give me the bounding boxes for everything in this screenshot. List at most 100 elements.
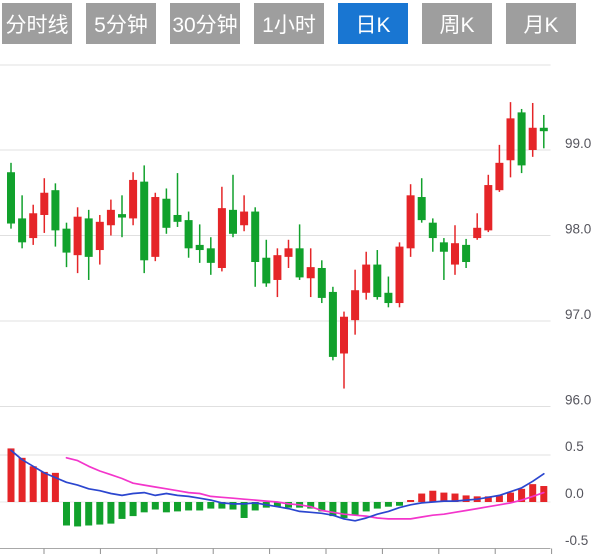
macd-axis-label: 0.0	[565, 486, 584, 501]
tab-30min[interactable]: 30分钟	[170, 3, 240, 44]
candle-body	[295, 248, 304, 278]
macd-histogram-bar	[207, 502, 215, 509]
macd-histogram-bar	[429, 490, 437, 502]
candle-body	[140, 181, 149, 261]
candle-body	[340, 316, 348, 354]
macd-histogram-bar	[540, 486, 548, 502]
tab-timeline[interactable]: 分时线	[2, 3, 72, 44]
macd-histogram-bar	[273, 502, 281, 507]
candle-body	[406, 195, 415, 249]
candle-body	[473, 227, 482, 239]
candle-body	[306, 267, 315, 279]
macd-histogram-bar	[484, 496, 492, 502]
candle-body	[151, 197, 160, 257]
macd-histogram-bar	[451, 493, 459, 502]
candle-body	[351, 290, 360, 321]
candle-body	[362, 264, 371, 293]
macd-histogram-bar	[51, 472, 59, 502]
macd-axis-label: 0.5	[565, 439, 584, 454]
tab-5min[interactable]: 5分钟	[86, 3, 156, 44]
tab-monthly[interactable]: 月K	[506, 3, 576, 44]
macd-histogram-bar	[529, 484, 537, 502]
candle-body	[173, 214, 182, 222]
macd-histogram-bar	[107, 502, 115, 524]
candle-body	[273, 255, 282, 280]
candle-body	[539, 127, 548, 132]
candle-body	[40, 192, 49, 215]
price-axis-label: 98.0	[565, 222, 591, 237]
candle-body	[118, 214, 126, 218]
macd-histogram-bar	[240, 502, 248, 518]
candle-body	[217, 208, 226, 268]
candle-body	[18, 218, 27, 243]
candle-body	[451, 243, 459, 265]
macd-histogram-bar	[40, 471, 48, 502]
macd-histogram-bar	[185, 502, 193, 511]
candle-body	[262, 257, 271, 284]
candle-body	[51, 190, 60, 231]
candle-body	[506, 118, 515, 161]
candle-body	[73, 216, 82, 256]
dea-line	[65, 456, 545, 520]
price-axis-label: 99.0	[565, 136, 591, 151]
candle-body	[417, 197, 426, 221]
macd-histogram-bar	[362, 502, 370, 512]
candle-body	[517, 112, 526, 166]
candle-body	[495, 162, 504, 191]
candle-body	[106, 209, 115, 226]
candle-body	[229, 209, 237, 234]
macd-histogram-bar	[495, 495, 503, 502]
macd-histogram-bar	[407, 500, 415, 502]
period-tabbar: 分时线 5分钟 30分钟 1小时 日K 周K 月K	[2, 3, 576, 44]
tab-1hour[interactable]: 1小时	[254, 3, 324, 44]
candle-body	[395, 246, 404, 304]
macd-histogram-bar	[373, 502, 381, 509]
macd-histogram-bar	[329, 502, 337, 517]
candle-body	[484, 185, 493, 231]
candle-body	[428, 222, 437, 239]
candle-body	[240, 211, 249, 226]
macd-histogram-bar	[7, 448, 15, 502]
macd-histogram-bar	[396, 502, 403, 506]
candle-body	[7, 172, 15, 224]
candle-body	[129, 179, 138, 219]
candle-body	[251, 211, 260, 263]
candle-body	[162, 198, 171, 228]
candle-body	[462, 244, 471, 263]
macd-histogram-bar	[351, 502, 359, 516]
macd-histogram-bar	[85, 502, 93, 526]
macd-histogram-bar	[507, 492, 514, 502]
macd-histogram-bar	[229, 502, 237, 510]
tab-daily[interactable]: 日K	[338, 3, 408, 44]
candle-body	[62, 228, 71, 253]
macd-histogram-bar	[18, 457, 26, 502]
candle-body	[195, 244, 204, 251]
tab-weekly[interactable]: 周K	[422, 3, 492, 44]
macd-histogram-bar	[63, 502, 70, 526]
macd-histogram-bar	[384, 502, 392, 507]
macd-histogram-bar	[340, 502, 348, 518]
macd-histogram-bar	[118, 502, 126, 519]
candle-body	[384, 292, 393, 304]
candle-body	[95, 221, 104, 251]
macd-histogram-bar	[74, 502, 82, 527]
macd-histogram-bar	[285, 502, 292, 508]
dif-line	[10, 449, 545, 522]
macd-histogram-bar	[174, 502, 181, 512]
macd-histogram-bar	[218, 502, 226, 509]
candle-body	[29, 213, 38, 239]
macd-histogram-bar	[96, 502, 104, 525]
price-axis-label: 96.0	[565, 393, 591, 408]
candle-body	[284, 248, 293, 257]
macd-histogram-bar	[129, 502, 137, 517]
macd-histogram-bar	[251, 502, 259, 511]
macd-histogram-bar	[307, 502, 315, 509]
candle-body	[184, 220, 193, 249]
macd-histogram-bar	[440, 492, 448, 502]
candle-body	[317, 267, 326, 298]
price-axis-label: 97.0	[565, 307, 591, 322]
macd-histogram-bar	[462, 495, 470, 502]
macd-histogram-bar	[318, 502, 326, 512]
